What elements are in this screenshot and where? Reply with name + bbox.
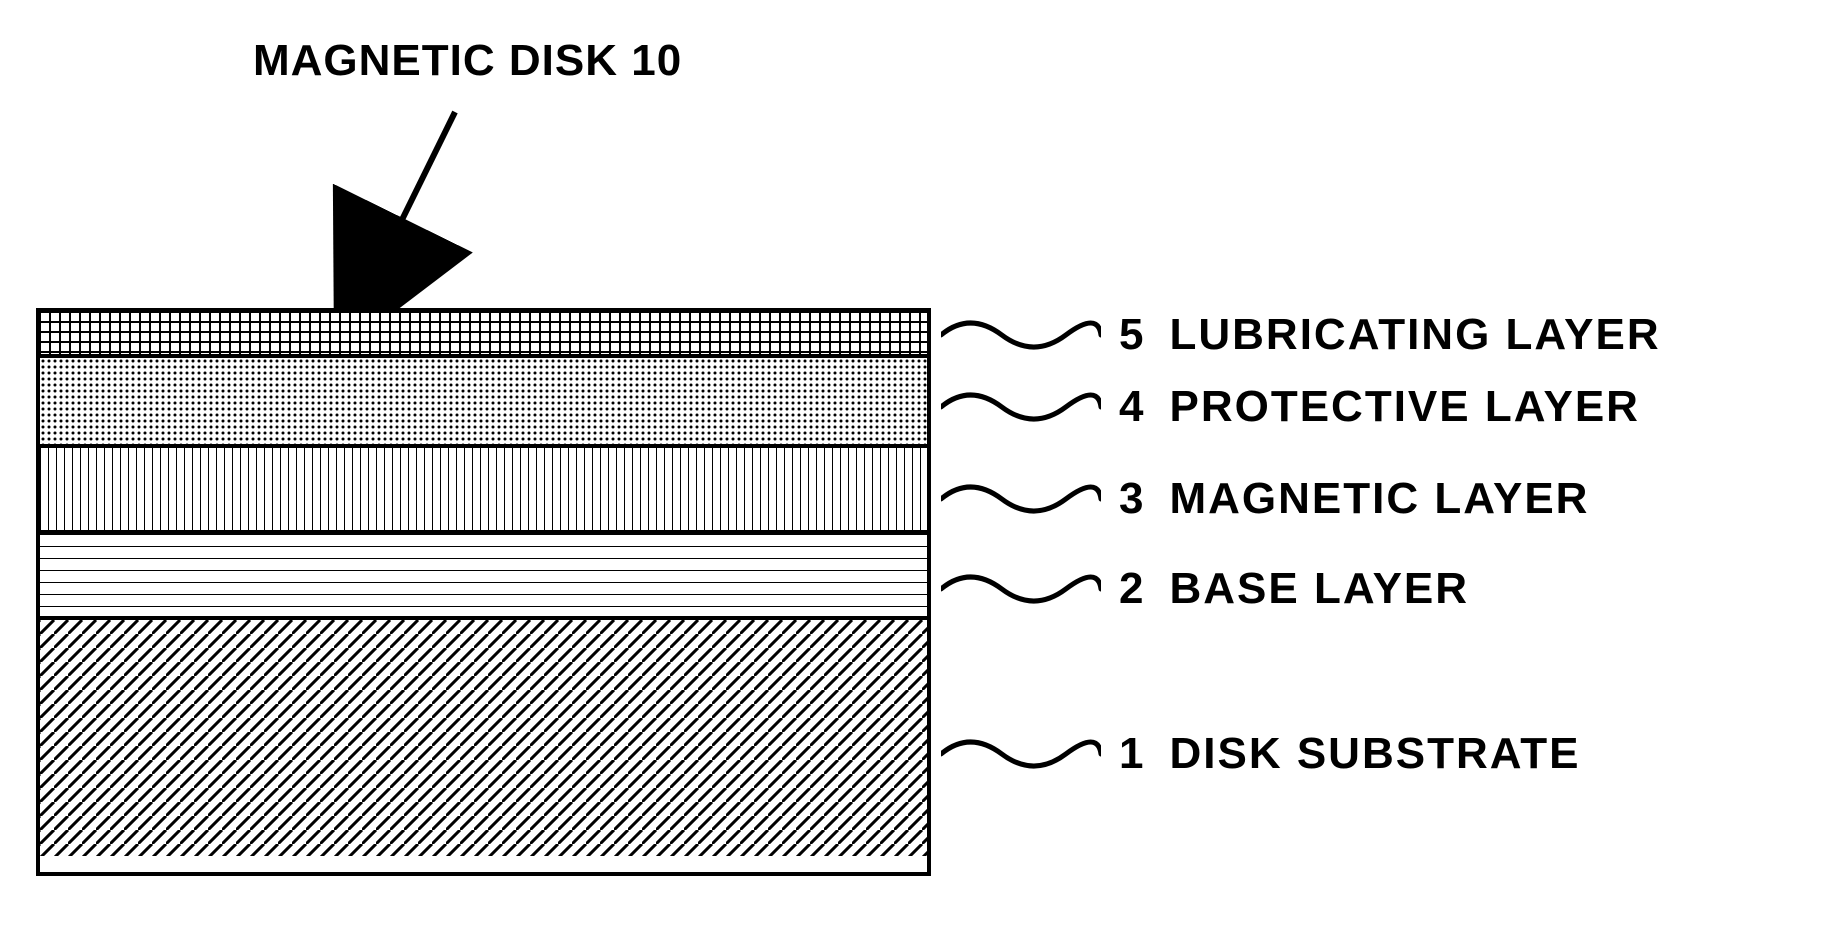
label-row-protective: 4 PROTECTIVE LAYER <box>941 376 1640 438</box>
layer-lubricating <box>40 312 927 358</box>
label-number: 1 <box>1119 729 1145 779</box>
label-text: MAGNETIC LAYER <box>1169 474 1589 524</box>
lead-line-squiggle <box>941 315 1101 355</box>
label-number: 4 <box>1119 382 1145 432</box>
label-number: 2 <box>1119 564 1145 614</box>
layer-base <box>40 534 927 620</box>
label-row-lubricating: 5 LUBRICATING LAYER <box>941 304 1661 366</box>
label-number: 3 <box>1119 474 1145 524</box>
label-row-magnetic: 3 MAGNETIC LAYER <box>941 468 1589 530</box>
lead-line-squiggle <box>941 479 1101 519</box>
lead-line-squiggle <box>941 387 1101 427</box>
layer-magnetic <box>40 448 927 534</box>
lead-line-squiggle <box>941 734 1101 774</box>
label-text: LUBRICATING LAYER <box>1169 310 1660 360</box>
label-number: 5 <box>1119 310 1145 360</box>
label-text: PROTECTIVE LAYER <box>1169 382 1639 432</box>
layer-substrate <box>40 620 927 856</box>
layer-stack <box>36 308 931 876</box>
lead-line-squiggle <box>941 569 1101 609</box>
label-text: DISK SUBSTRATE <box>1169 729 1580 779</box>
label-text: BASE LAYER <box>1169 564 1469 614</box>
label-row-substrate: 1 DISK SUBSTRATE <box>941 723 1580 785</box>
label-row-base: 2 BASE LAYER <box>941 558 1469 620</box>
diagram-title: MAGNETIC DISK 10 <box>253 36 682 86</box>
diagram-canvas: MAGNETIC DISK 10 5 LUBRICATING LAYER 4 PRO… <box>0 0 1844 925</box>
layer-protective <box>40 358 927 448</box>
